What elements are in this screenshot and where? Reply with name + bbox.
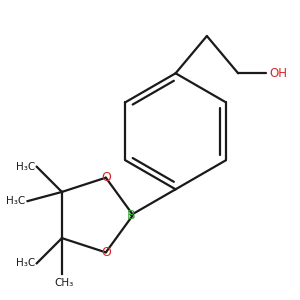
Text: O: O: [101, 171, 111, 184]
Text: CH₃: CH₃: [54, 278, 74, 288]
Text: B: B: [127, 208, 135, 221]
Text: H₃C: H₃C: [16, 258, 35, 268]
Text: H₃C: H₃C: [16, 162, 35, 172]
Text: H₃C: H₃C: [6, 196, 26, 206]
Text: O: O: [101, 246, 111, 259]
Text: OH: OH: [269, 67, 287, 80]
